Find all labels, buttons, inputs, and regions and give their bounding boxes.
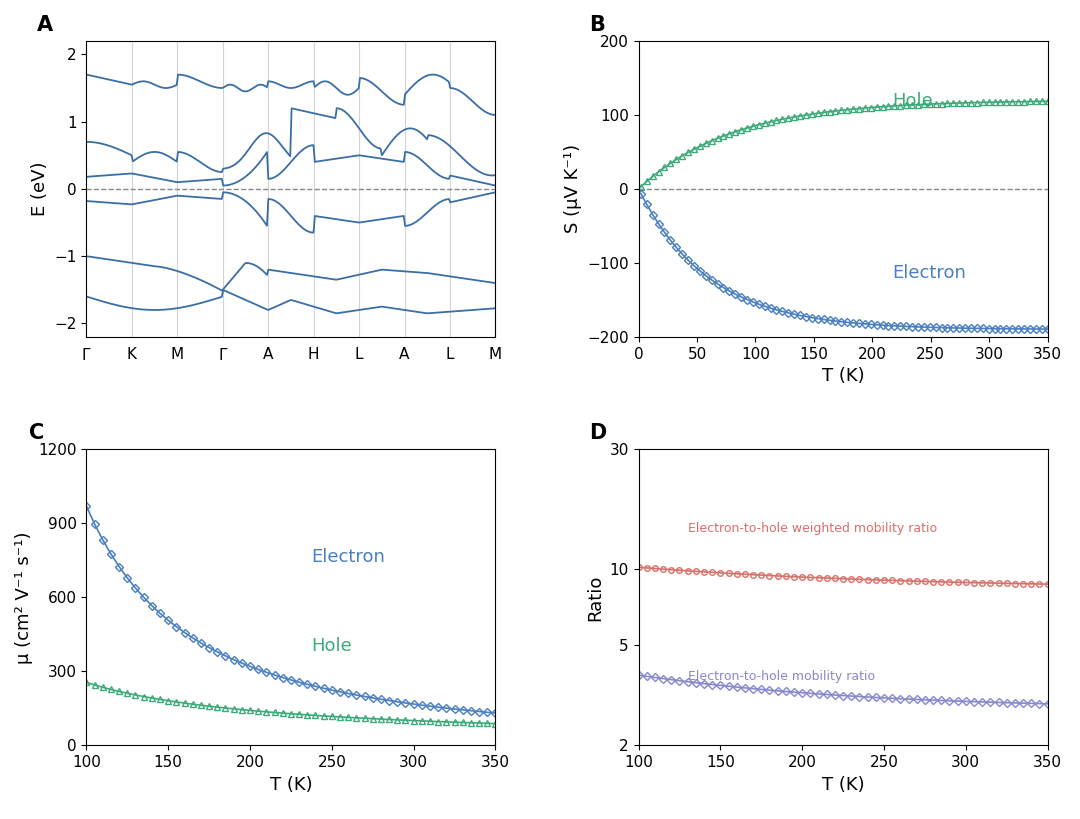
Text: Electron-to-hole weighted mobility ratio: Electron-to-hole weighted mobility ratio (688, 523, 936, 535)
Text: Hole: Hole (311, 636, 352, 654)
X-axis label: T (K): T (K) (822, 776, 864, 794)
Text: Hole: Hole (892, 92, 933, 110)
X-axis label: T (K): T (K) (822, 367, 864, 385)
Text: Electron: Electron (892, 264, 966, 282)
Text: Electron-to-hole mobility ratio: Electron-to-hole mobility ratio (688, 670, 875, 683)
X-axis label: T (K): T (K) (270, 776, 312, 794)
Text: Electron: Electron (311, 548, 386, 566)
Text: C: C (29, 423, 44, 443)
Text: D: D (590, 423, 607, 443)
Y-axis label: S (μV K⁻¹): S (μV K⁻¹) (564, 144, 582, 233)
Y-axis label: μ (cm² V⁻¹ s⁻¹): μ (cm² V⁻¹ s⁻¹) (15, 531, 32, 663)
Y-axis label: Ratio: Ratio (586, 574, 604, 621)
Text: B: B (590, 15, 606, 35)
Y-axis label: E (eV): E (eV) (30, 161, 49, 216)
Text: A: A (38, 15, 53, 35)
